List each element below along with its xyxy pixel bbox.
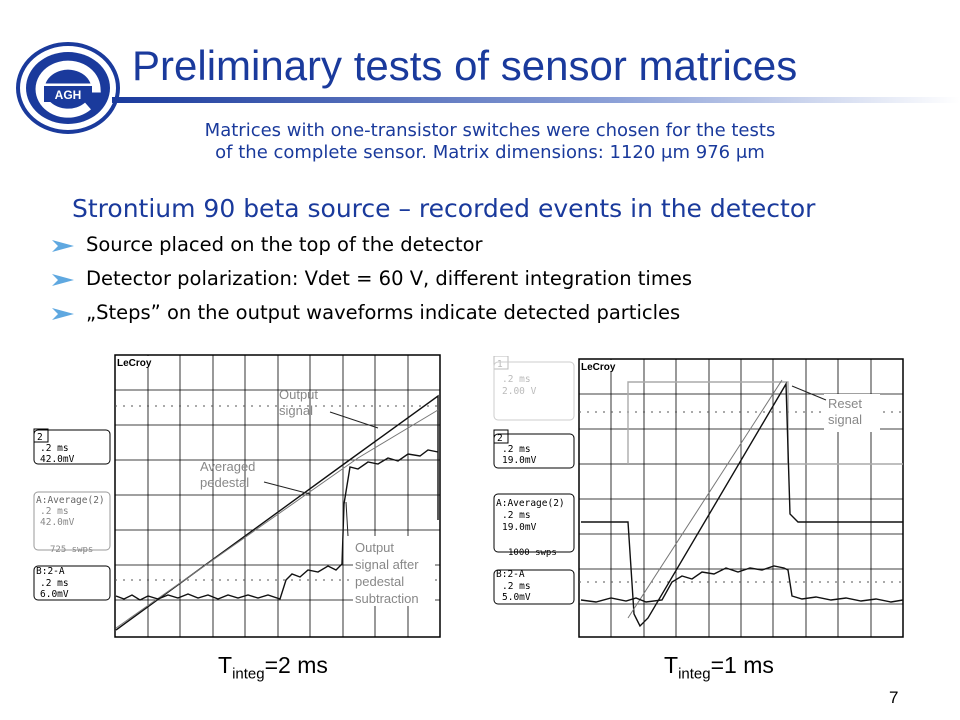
- caption-right-sub: integ: [678, 665, 711, 683]
- ann-subtracted-4: subtraction: [355, 591, 419, 606]
- left-grid: [114, 354, 441, 638]
- ch2-volt: 42.0mV: [40, 454, 75, 465]
- ch1-volt: 2.00 V: [502, 386, 537, 397]
- ch2-time: .2 ms: [502, 444, 531, 455]
- ann-pedestal-1: Averaged: [200, 459, 255, 474]
- averaged-pedestal-trace: [115, 409, 439, 629]
- arrow-bullet-icon: [52, 308, 74, 320]
- ann-subtracted-1: Output: [355, 540, 394, 555]
- oscilloscope-right: LeCroy 1 .2 ms 2.00 V 2 .2 ms 19.0mV A:A…: [486, 356, 914, 640]
- bullet-text: Detector polarization: Vdet = 60 V, diff…: [86, 267, 692, 290]
- subtracted-signal-trace: [115, 449, 439, 601]
- avg-sweeps: 1000 swps: [508, 548, 557, 558]
- bullet-text: Source placed on the top of the detector: [86, 233, 483, 256]
- avg-time: .2 ms: [40, 506, 69, 517]
- caption-left-sub: integ: [232, 665, 265, 683]
- oscilloscope-left: LeCroy 2 .2 ms 42.0mV A:Average(2) .2 ms…: [28, 352, 450, 642]
- subtitle: Matrices with one-transistor switches we…: [120, 120, 860, 164]
- ch1-label: 1: [497, 359, 503, 370]
- caption-right-rest: =1 ms: [710, 652, 774, 678]
- lecroy-brand: LeCroy: [581, 362, 616, 373]
- title-underline: [112, 97, 960, 103]
- avg-label: A:Average(2): [496, 498, 565, 509]
- list-item: „Steps” on the output waveforms indicate…: [52, 300, 692, 334]
- averaged-pedestal-trace: [627, 379, 783, 619]
- ch2-label: 2: [497, 433, 503, 444]
- ann-output-1: Output: [279, 387, 318, 402]
- output-signal-trace: [115, 394, 439, 631]
- caption-left-T: T: [218, 652, 233, 678]
- diff-label: B:2-A: [496, 569, 525, 580]
- logo-text: AGH: [55, 88, 82, 102]
- bullet-text: „Steps” on the output waveforms indicate…: [86, 301, 681, 324]
- avg-sweeps: 725 swps: [50, 545, 93, 555]
- subtitle-line-2: of the complete sensor. Matrix dimension…: [215, 142, 765, 163]
- subtitle-line-1: Matrices with one-transistor switches we…: [204, 120, 776, 141]
- avg-label: A:Average(2): [36, 495, 105, 506]
- caption-left: Tinteg=2 ms: [218, 652, 328, 683]
- reset-signal-trace: [627, 381, 903, 465]
- ann-subtracted-2: signal after: [355, 557, 419, 572]
- ch2-label: 2: [37, 432, 43, 443]
- caption-right-T: T: [664, 652, 679, 678]
- lecroy-brand: LeCroy: [117, 358, 152, 369]
- right-traces: [580, 379, 904, 628]
- ch2-time: .2 ms: [40, 443, 69, 454]
- ann-output-2: signal: [279, 403, 313, 418]
- left-annotations: Output signal Averaged pedestal Output s…: [200, 387, 435, 606]
- page-title: Preliminary tests of sensor matrices: [132, 42, 798, 89]
- left-readouts: 2 .2 ms 42.0mV A:Average(2) .2 ms 42.0mV…: [33, 428, 111, 601]
- page-number: 7: [889, 688, 899, 707]
- bullet-list: Source placed on the top of the detector…: [52, 232, 692, 334]
- right-readouts: 1 .2 ms 2.00 V 2 .2 ms 19.0mV A:Average(…: [493, 356, 575, 605]
- list-item: Source placed on the top of the detector: [52, 232, 692, 266]
- ch1-time: .2 ms: [502, 374, 531, 385]
- list-item: Detector polarization: Vdet = 60 V, diff…: [52, 266, 692, 300]
- diff-volt: 6.0mV: [40, 589, 69, 600]
- caption-left-rest: =2 ms: [264, 652, 328, 678]
- right-annotations: Reset signal: [791, 385, 880, 432]
- avg-volt: 42.0mV: [40, 517, 75, 528]
- subtracted-signal-trace: [580, 565, 904, 603]
- diff-label: B:2-A: [36, 566, 65, 577]
- left-traces: [115, 394, 439, 631]
- agh-logo: AGH: [16, 42, 120, 134]
- ann-pedestal-2: pedestal: [200, 475, 249, 490]
- diff-volt: 5.0mV: [502, 592, 531, 603]
- arrow-bullet-icon: [52, 274, 74, 286]
- avg-time: .2 ms: [502, 510, 531, 521]
- ch2-volt: 19.0mV: [502, 455, 537, 466]
- arrow-bullet-icon: [52, 240, 74, 252]
- output-signal-trace: [581, 381, 903, 628]
- diff-time: .2 ms: [40, 578, 69, 589]
- ann-reset-2: signal: [828, 412, 862, 427]
- section-heading: Strontium 90 beta source – recorded even…: [72, 194, 816, 223]
- ann-reset-1: Reset: [828, 396, 862, 411]
- diff-time: .2 ms: [502, 581, 531, 592]
- caption-right: Tinteg=1 ms: [664, 652, 774, 683]
- avg-volt: 19.0mV: [502, 522, 537, 533]
- ann-subtracted-3: pedestal: [355, 574, 404, 589]
